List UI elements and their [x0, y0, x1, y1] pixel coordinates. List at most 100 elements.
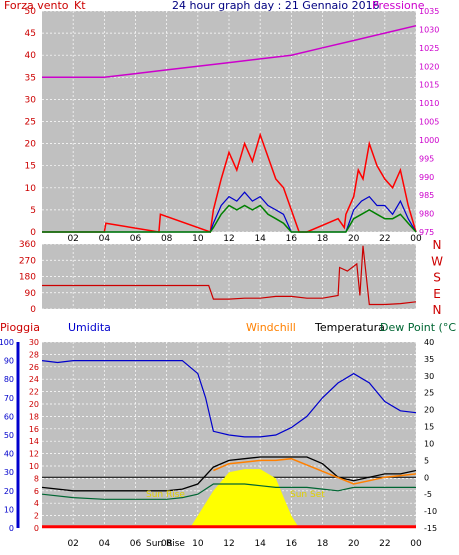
y-tick-label-rain: 22: [29, 388, 39, 397]
wind-pressure-series: [42, 24, 417, 234]
temperature-label: Temperatura: [314, 321, 385, 334]
y-tick-label-rain: 4: [34, 499, 39, 508]
sun-rise-axis-label: Sun Rise: [146, 539, 185, 549]
rain-humidity-temp-ticks: 0246810121416182022242628300102030405060…: [0, 338, 437, 549]
y-tick-label-direction: 90: [25, 289, 37, 299]
y-tick-label-rain: 0: [34, 524, 39, 533]
y-tick-label-temperature: 25: [424, 389, 434, 398]
y-tick-label-humidity: 10: [4, 505, 14, 514]
x-tick-label: 18: [317, 539, 329, 549]
y-tick-label-wind: 20: [25, 140, 37, 150]
y-tick-label-pressure: 1015: [419, 81, 439, 90]
x-tick-label: 12: [223, 234, 234, 244]
y-tick-label-temperature: -5: [424, 490, 432, 499]
series-wind-direction: [42, 245, 417, 306]
y-tick-label-rain: 8: [34, 474, 39, 483]
y-tick-label-temperature: 35: [424, 355, 434, 364]
y-tick-label-humidity: 30: [4, 468, 14, 477]
y-tick-label-temperature: -10: [424, 507, 437, 516]
y-tick-label-rain: 10: [29, 462, 39, 471]
y-tick-label-pressure: 975: [419, 228, 434, 237]
y-tick-label-wind: 0: [30, 228, 36, 238]
x-tick-label: 22: [379, 539, 390, 549]
series-pressure: [42, 24, 417, 79]
y-tick-label-pressure: 1025: [419, 44, 439, 53]
y-tick-label-pressure: 990: [419, 173, 434, 182]
x-tick-label: 16: [286, 234, 298, 244]
sun-set-label: Sun Set: [290, 490, 325, 500]
y-tick-label-wind: 15: [25, 162, 36, 172]
y-tick-label-pressure: 1030: [419, 25, 439, 34]
y-tick-label-rain: 14: [29, 437, 39, 446]
y-tick-label-rain: 20: [29, 400, 39, 409]
x-tick-label: 02: [67, 539, 78, 549]
y-tick-label-humidity: 60: [4, 412, 14, 421]
series-temperature: [41, 456, 417, 492]
y-tick-label-temperature: 40: [424, 338, 434, 347]
x-tick-label: 02: [67, 234, 78, 244]
y-tick-label-temperature: 30: [424, 372, 434, 381]
y-tick-label-pressure: 995: [419, 154, 434, 163]
y-tick-label-humidity: 0: [9, 524, 14, 533]
y-tick-label-direction: 270: [19, 256, 36, 266]
y-tick-label-wind: 40: [25, 51, 37, 61]
windchill-label: Windchill: [246, 321, 296, 334]
y-tick-label-humidity: 100: [0, 338, 14, 347]
wind-pressure-ticks: 0510152025303540455097598098599099510001…: [25, 7, 440, 244]
y-tick-label-wind: 35: [25, 73, 36, 83]
y-tick-label-direction: 180: [19, 273, 36, 283]
y-tick-label-temperature: 15: [424, 423, 434, 432]
y-tick-label-humidity: 50: [4, 431, 14, 440]
series-wind-avg: [42, 204, 417, 233]
series-wind-speed: [42, 132, 417, 234]
x-tick-label: 06: [130, 539, 142, 549]
y-tick-label-temperature: 20: [424, 406, 434, 415]
y-tick-label-wind: 30: [25, 95, 37, 105]
dewpoint-label: Dew Point (°C: [380, 321, 456, 334]
y-tick-label-direction: 0: [30, 305, 36, 315]
y-tick-label-wind: 10: [25, 184, 37, 194]
wind-direction-ticks: 0 N 90 E 180 S 270 W 360 N: [19, 238, 443, 317]
wind-label: Forza vento: [4, 0, 69, 12]
y-tick-label-pressure: 1010: [419, 99, 439, 108]
series-dewpoint: [41, 483, 416, 500]
y-tick-label-wind: 5: [30, 206, 36, 216]
y-tick-label-temperature: 5: [424, 456, 429, 465]
wind-unit: Kt: [74, 0, 86, 12]
x-tick-label: 04: [99, 539, 111, 549]
y-tick-label-temperature: 0: [424, 473, 429, 482]
x-tick-label: 10: [192, 539, 204, 549]
y-tick-label-rain: 26: [29, 363, 39, 372]
x-tick-label: 00: [410, 539, 422, 549]
x-tick-label: 08: [161, 234, 173, 244]
y-tick-label-temperature: 10: [424, 439, 434, 448]
y-tick-label-rain: 24: [29, 375, 39, 384]
compass-label: N: [433, 238, 442, 252]
x-tick-label: 20: [348, 539, 360, 549]
compass-label: W: [431, 254, 443, 268]
x-tick-label: 04: [99, 234, 111, 244]
y-tick-label-rain: 18: [29, 412, 39, 421]
y-tick-label-direction: 360: [19, 240, 36, 250]
x-tick-label: 14: [254, 234, 266, 244]
y-tick-label-pressure: 1005: [419, 118, 439, 127]
y-tick-label-pressure: 1035: [419, 7, 439, 16]
y-tick-label-pressure: 980: [419, 210, 434, 219]
y-tick-label-humidity: 20: [4, 487, 14, 496]
rain-humidity-temp-series: [41, 360, 417, 529]
y-tick-label-rain: 28: [29, 350, 39, 359]
x-tick-label: 20: [348, 234, 360, 244]
y-tick-label-rain: 16: [29, 425, 39, 434]
compass-label: N: [433, 303, 442, 317]
y-tick-label-rain: 6: [34, 487, 39, 496]
sun-rise-label: Sun Rise: [146, 490, 185, 500]
x-tick-label: 14: [254, 539, 266, 549]
wind-direction-series: [42, 245, 417, 306]
y-tick-label-temperature: -15: [424, 524, 437, 533]
x-tick-label: 00: [410, 234, 422, 244]
series-solar: [190, 469, 300, 528]
x-tick-label: 06: [130, 234, 142, 244]
rain-label: Pioggia: [0, 321, 40, 334]
x-tick-label: 12: [223, 539, 234, 549]
